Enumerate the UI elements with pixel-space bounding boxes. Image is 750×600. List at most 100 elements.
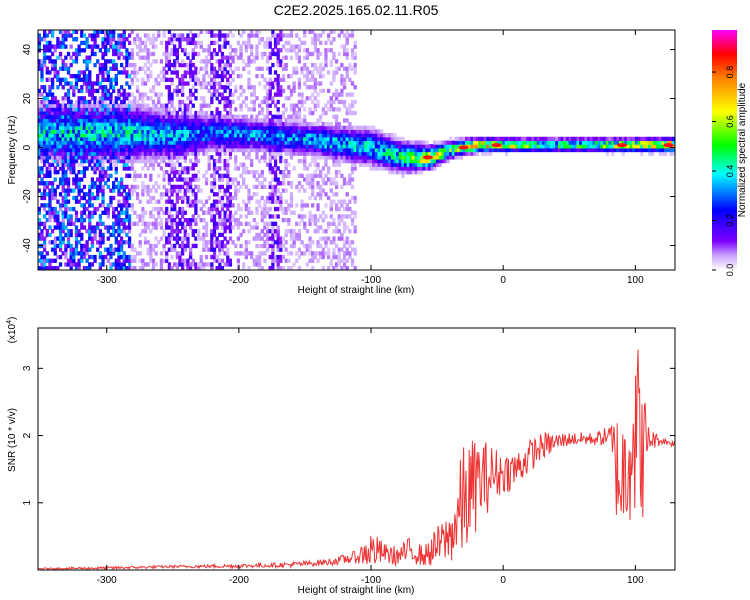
spectrogram-cell — [114, 107, 118, 112]
spectrogram-cell — [138, 199, 142, 204]
spectrogram-cell — [133, 110, 137, 116]
spectrogram-cell — [324, 51, 328, 57]
spectrogram-cell — [215, 81, 219, 86]
spectrogram-cell — [337, 125, 341, 130]
spectrogram-cell — [231, 181, 235, 186]
spectrogram-cell — [220, 74, 225, 79]
spectrogram-cell — [157, 125, 161, 130]
spectrogram-cell — [157, 136, 161, 142]
spectrogram-cell — [480, 140, 485, 145]
spectrogram-cell — [268, 88, 272, 94]
spectrogram-cell — [141, 99, 145, 105]
spectrogram-cell — [96, 44, 100, 49]
spectrogram-cell — [66, 158, 71, 164]
spectrogram-cell — [244, 170, 248, 175]
spectrogram-cell — [311, 188, 315, 193]
spectrogram-cell — [228, 99, 233, 105]
spectrogram-cell — [191, 114, 195, 119]
spectrogram-cell — [74, 30, 79, 34]
spectrogram-cell — [48, 155, 52, 160]
spectrogram-cell — [457, 151, 461, 156]
spectrogram-cell — [398, 158, 402, 164]
spectrogram-cell — [234, 155, 238, 160]
spectrogram-cell — [61, 170, 65, 175]
spectrogram-cell — [234, 85, 238, 90]
spectrogram-cell — [130, 125, 134, 130]
spectrogram-cell — [199, 44, 203, 49]
spectrogram-cell — [119, 62, 124, 68]
spectrogram-cell — [175, 33, 179, 38]
spectrogram-cell — [43, 133, 47, 138]
spectrogram-cell — [406, 170, 410, 175]
spectrogram-cell — [66, 181, 71, 186]
spectrogram-cell — [311, 40, 315, 46]
spectrogram-cell — [279, 236, 283, 241]
spectrogram-cell — [292, 44, 296, 49]
spectrogram-cell — [80, 151, 84, 156]
spectrogram-cell — [454, 144, 458, 149]
spectrogram-cell — [250, 33, 254, 38]
spectrogram-cell — [170, 162, 174, 167]
spectrogram-cell — [199, 266, 203, 270]
spectrogram-cell — [202, 147, 206, 153]
spectrogram-cell — [104, 37, 108, 42]
spectrogram-cell — [154, 199, 158, 204]
spectrogram-cell — [265, 44, 270, 49]
spectrogram-cell — [289, 229, 294, 234]
spectrogram-cell — [255, 114, 259, 119]
spectrogram-cell — [247, 33, 251, 38]
spectrogram-cell — [43, 188, 47, 193]
spectrogram-cell — [64, 133, 68, 138]
spectrogram-cell — [74, 232, 79, 238]
spectrogram-cell — [321, 188, 325, 193]
spectrogram-cell — [109, 144, 113, 149]
spectrogram-cell — [231, 240, 235, 245]
spectrogram-cell — [72, 177, 76, 182]
spectrogram-cell — [247, 206, 251, 212]
spectrogram-cell — [167, 144, 172, 149]
spectrogram-cell — [350, 81, 355, 86]
spectrogram-cell — [119, 158, 124, 164]
spectrogram-cell — [53, 110, 57, 116]
spectrogram-cell — [173, 136, 177, 142]
spectrogram-cell — [61, 66, 65, 71]
spectrogram-cell — [104, 85, 108, 90]
spectrogram-cell — [127, 110, 132, 116]
spectrogram-cell — [220, 232, 225, 238]
spectrogram-cell — [93, 81, 97, 86]
spectrogram-cell — [271, 251, 275, 256]
spectrogram-cell — [244, 144, 248, 149]
spectrogram-cell — [457, 155, 461, 160]
spectrogram-cell — [85, 44, 89, 49]
spectrogram-cell — [66, 125, 71, 130]
spectrogram-cell — [231, 125, 235, 130]
spectrogram-cell — [43, 62, 47, 68]
spectrogram-cell — [188, 129, 193, 134]
spectrogram-cell — [170, 243, 174, 249]
spectrogram-cell — [159, 218, 164, 223]
spectrogram-cell — [106, 206, 110, 212]
spectrogram-cell — [119, 206, 124, 212]
spectrogram-cell — [210, 66, 214, 71]
spectrogram-cell — [181, 136, 185, 142]
spectrogram-cell — [342, 103, 347, 108]
spectrogram-cell — [316, 206, 320, 212]
spectrogram-cell — [475, 144, 479, 149]
spectrogram-cell — [332, 177, 336, 182]
spectrogram-cell — [303, 188, 307, 193]
spectrogram-cell — [170, 136, 174, 142]
spectrogram-cell — [223, 162, 227, 167]
spectrogram-cell — [125, 266, 129, 270]
spectrogram-cell — [133, 254, 137, 260]
spectrogram-cell — [85, 37, 89, 42]
spectrogram-cell — [114, 214, 118, 219]
spectrogram-cell — [167, 55, 172, 60]
spectrogram-cell — [353, 162, 357, 167]
spectrogram-cell — [149, 136, 153, 142]
spectrogram-cell — [130, 48, 134, 53]
spectrogram-cell — [167, 195, 172, 201]
spectrogram-cell — [149, 114, 153, 119]
spectrogram-cell — [231, 133, 235, 138]
spectrogram-cell — [212, 229, 217, 234]
spectrogram-cell — [104, 33, 108, 38]
